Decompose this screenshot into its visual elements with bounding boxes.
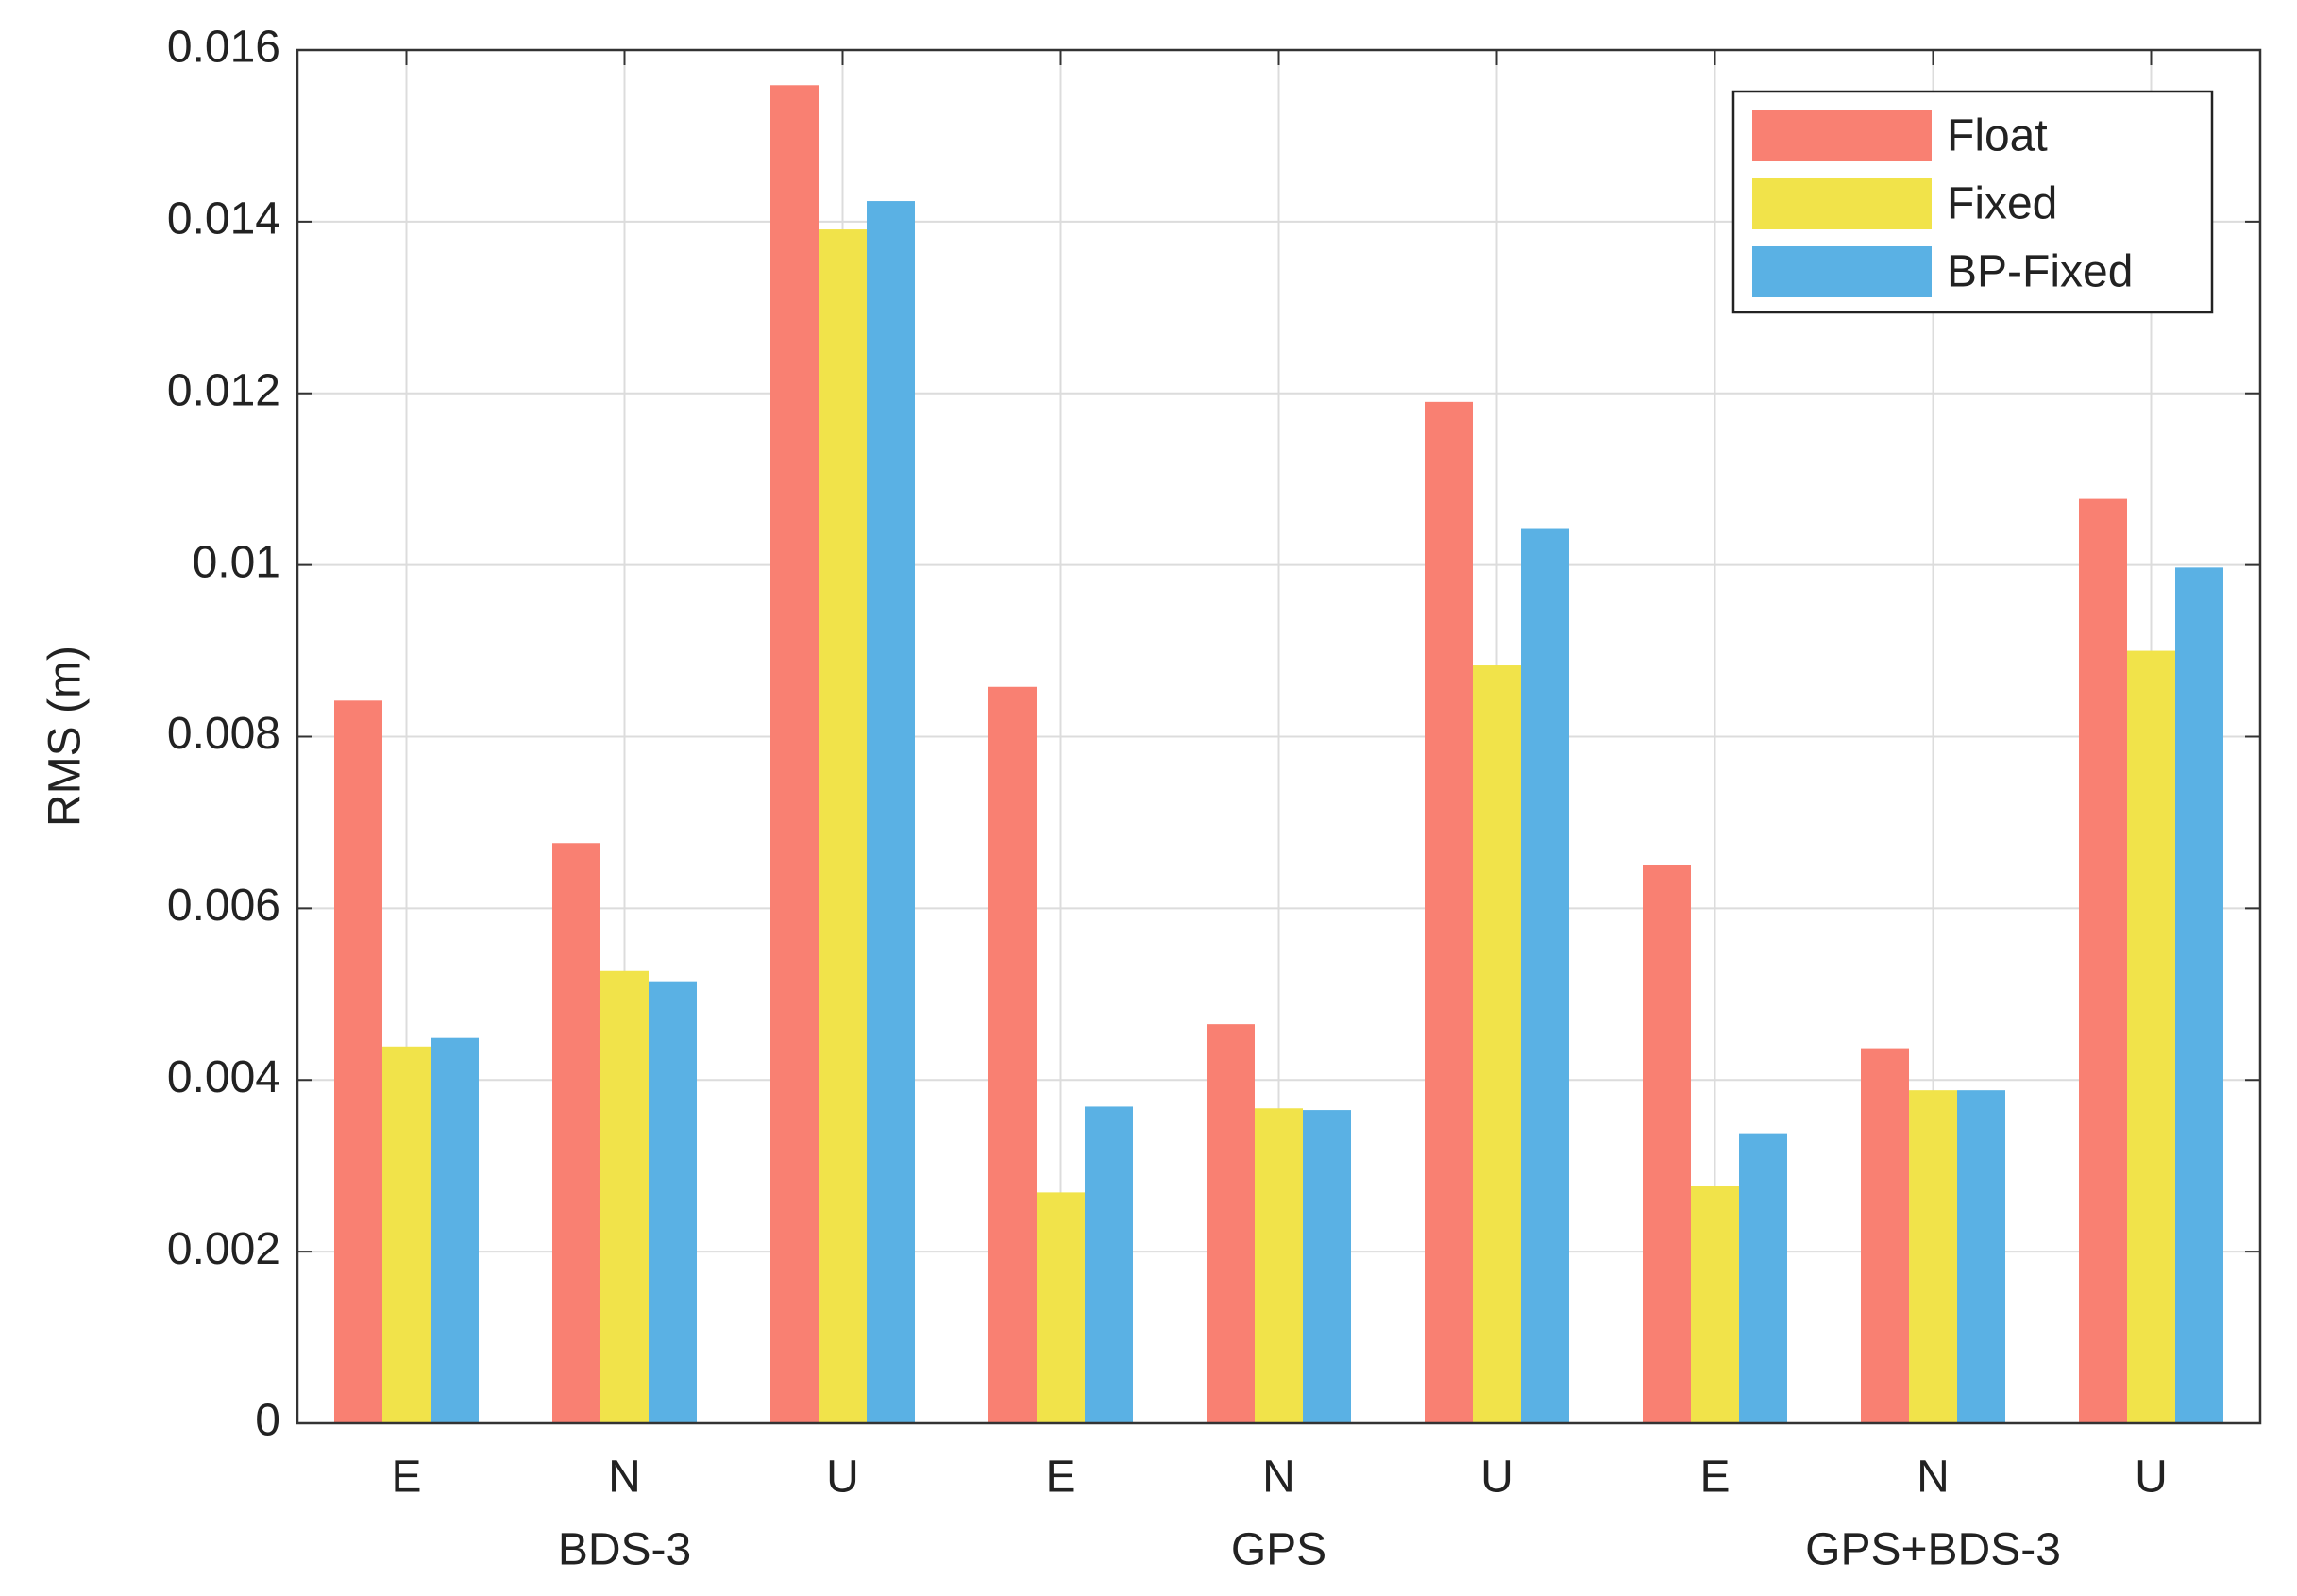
bar [1909, 1090, 1957, 1423]
bar [988, 686, 1037, 1423]
x-tick-label: N [1262, 1453, 1295, 1503]
x-tick-label: U [2135, 1453, 2168, 1503]
x-tick-label: U [1480, 1453, 1513, 1503]
bar [1957, 1090, 2005, 1423]
legend-swatch [1752, 178, 1932, 229]
y-tick-label: 0.016 [167, 23, 280, 73]
y-tick-label: 0.004 [167, 1052, 280, 1102]
bar [1739, 1133, 1787, 1423]
x-tick-label: N [1917, 1453, 1950, 1503]
group-label: GPS [1231, 1525, 1326, 1575]
axes-box [296, 48, 2262, 1425]
bar [819, 229, 867, 1424]
group-label: BDS-3 [558, 1525, 691, 1575]
bar [334, 700, 382, 1423]
x-tick-label: N [608, 1453, 641, 1503]
bar [1085, 1106, 1133, 1423]
bar [1473, 665, 1521, 1423]
legend-label: Float [1947, 111, 2048, 161]
x-tick-label: E [1045, 1453, 1075, 1503]
bar [867, 201, 915, 1423]
x-tick-label: E [1699, 1453, 1730, 1503]
y-tick-label: 0 [255, 1396, 280, 1446]
bar [1425, 401, 1473, 1423]
y-tick-label: 0.012 [167, 365, 280, 415]
bar [382, 1046, 431, 1423]
bar [1207, 1024, 1255, 1423]
bar [1255, 1108, 1303, 1423]
y-tick-label: 0.01 [193, 537, 280, 587]
group-label: GPS+BDS-3 [1805, 1525, 2061, 1575]
bar [649, 981, 697, 1423]
bar [1303, 1110, 1351, 1423]
y-tick-label: 0.008 [167, 709, 280, 759]
legend-label: Fixed [1947, 179, 2057, 229]
x-tick-label: E [391, 1453, 421, 1503]
bar [2127, 650, 2175, 1423]
bar [552, 843, 600, 1423]
bar [431, 1037, 479, 1423]
legend-label: BP-Fixed [1947, 247, 2133, 297]
bar [1691, 1186, 1739, 1423]
bar [600, 970, 649, 1423]
legend-swatch [1752, 246, 1932, 297]
bar [2175, 567, 2223, 1423]
bar [1521, 528, 1569, 1423]
bar [2079, 498, 2127, 1423]
bar [770, 85, 819, 1423]
y-tick-label: 0.006 [167, 881, 280, 931]
bar [1037, 1192, 1085, 1423]
y-axis-label: RMS (m) [41, 646, 91, 827]
legend-swatch [1752, 110, 1932, 161]
y-tick-label: 0.014 [167, 194, 280, 244]
bar [1861, 1048, 1909, 1423]
x-tick-label: U [826, 1453, 859, 1503]
y-tick-label: 0.002 [167, 1224, 280, 1274]
bar [1643, 865, 1691, 1423]
